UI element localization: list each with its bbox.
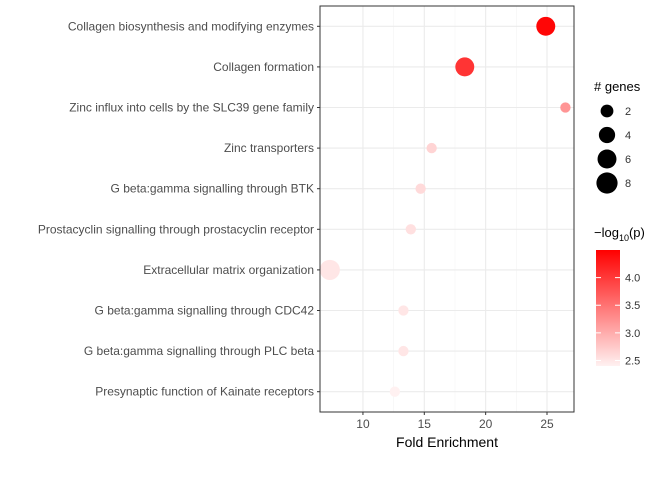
color-legend-ticks: 2.5 3.0 3.5 4.0 xyxy=(596,273,640,367)
size-legend-dot xyxy=(597,149,617,169)
x-tick-label: 15 xyxy=(418,417,432,431)
data-point xyxy=(455,57,475,77)
data-point xyxy=(426,142,437,154)
data-point xyxy=(560,102,571,113)
category-axis-labels: Collagen biosynthesis and modifying enzy… xyxy=(38,19,320,399)
data-point xyxy=(398,305,409,316)
data-point xyxy=(398,345,409,357)
data-point xyxy=(389,386,401,397)
color-legend-label: 4.0 xyxy=(625,273,640,285)
plot-panel-border xyxy=(319,5,575,413)
grid-lines xyxy=(320,6,574,412)
x-axis-title: Fold Enrichment xyxy=(396,434,498,450)
size-legend-dot xyxy=(600,104,614,118)
size-legend-title: # genes xyxy=(594,79,641,94)
category-label: G beta:gamma signalling through CDC42 xyxy=(95,304,315,318)
color-legend-title-suffix: (p) xyxy=(629,225,645,240)
x-axis-ticks: 10 15 20 25 xyxy=(356,412,554,431)
category-label: G beta:gamma signalling through PLC beta xyxy=(84,344,314,358)
data-points xyxy=(319,16,571,397)
data-point xyxy=(415,183,426,194)
size-legend-label: 2 xyxy=(625,106,631,118)
size-legend-items: 2 4 6 8 xyxy=(596,104,631,194)
size-legend-label: 6 xyxy=(625,154,631,166)
category-label: Extracellular matrix organization xyxy=(143,263,314,277)
category-label: Zinc influx into cells by the SLC39 gene… xyxy=(69,101,314,115)
category-label: Presynaptic function of Kainate receptor… xyxy=(95,385,314,399)
size-legend-label: 4 xyxy=(625,130,631,142)
size-legend-dot xyxy=(598,126,616,144)
data-point xyxy=(405,224,416,235)
color-legend-title-subscript: 10 xyxy=(619,233,629,243)
size-legend-dot xyxy=(596,172,618,194)
color-bar xyxy=(596,250,620,366)
color-legend-title: −log10(p) xyxy=(594,225,645,243)
data-point xyxy=(536,16,556,36)
color-legend: −log10(p) 2.5 3.0 3.5 4.0 xyxy=(594,225,645,367)
color-legend-label: 2.5 xyxy=(625,355,640,367)
category-label: Prostacyclin signalling through prostacy… xyxy=(38,222,314,236)
color-legend-label: 3.0 xyxy=(625,328,640,340)
x-tick-label: 25 xyxy=(540,417,554,431)
color-legend-title-prefix: −log xyxy=(594,225,619,240)
category-label: Zinc transporters xyxy=(224,141,314,155)
category-label: Collagen formation xyxy=(213,60,314,74)
category-label: G beta:gamma signalling through BTK xyxy=(111,182,314,196)
color-legend-label: 3.5 xyxy=(625,300,640,312)
x-tick-label: 10 xyxy=(356,417,370,431)
data-point xyxy=(319,259,340,280)
size-legend-label: 8 xyxy=(625,178,631,190)
size-legend: # genes 2 4 6 8 xyxy=(594,79,641,194)
category-label: Collagen biosynthesis and modifying enzy… xyxy=(68,19,314,33)
x-tick-label: 20 xyxy=(479,417,493,431)
